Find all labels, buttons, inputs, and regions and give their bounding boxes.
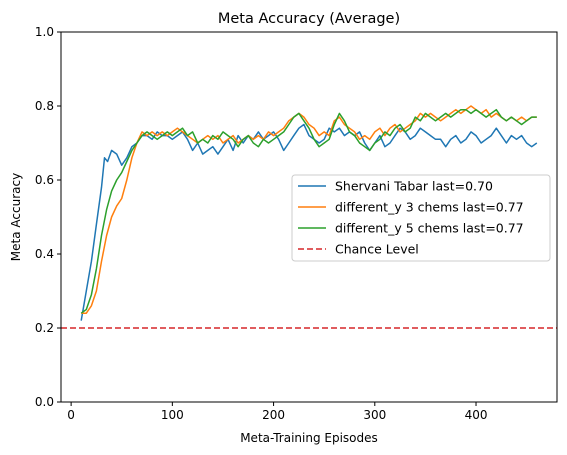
legend-label: Shervani Tabar last=0.70 — [335, 179, 493, 194]
y-tick-label: 1.0 — [35, 25, 54, 39]
y-tick-label: 0.4 — [35, 247, 54, 261]
legend-label: different_y 5 chems last=0.77 — [335, 221, 524, 236]
legend-label: Chance Level — [335, 242, 419, 257]
chart-title: Meta Accuracy (Average) — [218, 11, 400, 27]
x-tick-label: 0 — [67, 408, 75, 422]
x-axis-label: Meta-Training Episodes — [240, 431, 378, 445]
y-tick-label: 0.6 — [35, 173, 54, 187]
x-tick-label: 300 — [363, 408, 386, 422]
y-tick-label: 0.8 — [35, 99, 54, 113]
y-axis-label: Meta Accuracy — [9, 173, 23, 261]
legend: Shervani Tabar last=0.70 different_y 3 ch… — [292, 175, 550, 261]
y-tick-label: 0.2 — [35, 321, 54, 335]
legend-label: different_y 3 chems last=0.77 — [335, 200, 524, 215]
y-tick-label: 0.0 — [35, 395, 54, 409]
x-tick-label: 100 — [161, 408, 184, 422]
x-tick-label: 400 — [465, 408, 488, 422]
x-tick-label: 200 — [262, 408, 285, 422]
